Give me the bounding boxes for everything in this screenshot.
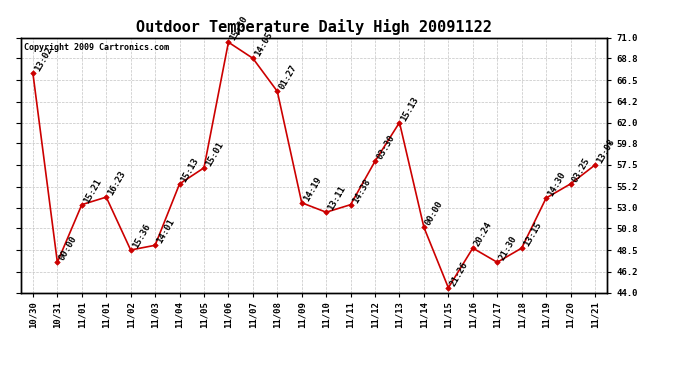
Text: 20:24: 20:24 — [473, 220, 494, 248]
Text: 14:05: 14:05 — [253, 30, 274, 58]
Text: 14:01: 14:01 — [155, 217, 177, 245]
Text: 16:23: 16:23 — [106, 170, 128, 197]
Text: Copyright 2009 Cartronics.com: Copyright 2009 Cartronics.com — [23, 43, 168, 52]
Text: 13:15: 13:15 — [522, 220, 543, 248]
Text: 15:30: 15:30 — [228, 15, 250, 42]
Text: 14:38: 14:38 — [351, 177, 372, 205]
Text: 13:08: 13:08 — [595, 137, 616, 165]
Text: 14:30: 14:30 — [546, 170, 567, 198]
Text: 15:13: 15:13 — [400, 95, 421, 123]
Text: 15:13: 15:13 — [179, 156, 201, 184]
Text: 03:30: 03:30 — [375, 134, 396, 161]
Text: 15:36: 15:36 — [130, 222, 152, 250]
Text: 14:19: 14:19 — [302, 175, 323, 203]
Text: 15:21: 15:21 — [82, 177, 103, 205]
Text: 00:00: 00:00 — [424, 200, 445, 227]
Text: 13:02: 13:02 — [33, 46, 54, 74]
Title: Outdoor Temperature Daily High 20091122: Outdoor Temperature Daily High 20091122 — [136, 19, 492, 35]
Text: 13:11: 13:11 — [326, 184, 347, 212]
Text: 00:00: 00:00 — [57, 234, 79, 262]
Text: 21:26: 21:26 — [448, 260, 470, 288]
Text: 21:30: 21:30 — [497, 234, 518, 262]
Text: 15:01: 15:01 — [204, 140, 225, 168]
Text: 01:27: 01:27 — [277, 63, 299, 92]
Text: 03:25: 03:25 — [571, 156, 592, 184]
